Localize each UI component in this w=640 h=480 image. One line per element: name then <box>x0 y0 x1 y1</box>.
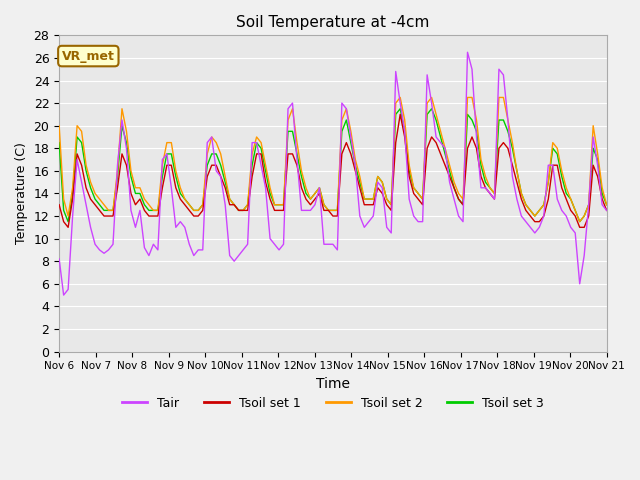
Title: Soil Temperature at -4cm: Soil Temperature at -4cm <box>236 15 429 30</box>
Text: VR_met: VR_met <box>62 49 115 62</box>
Y-axis label: Temperature (C): Temperature (C) <box>15 143 28 244</box>
Legend: Tair, Tsoil set 1, Tsoil set 2, Tsoil set 3: Tair, Tsoil set 1, Tsoil set 2, Tsoil se… <box>116 392 549 415</box>
X-axis label: Time: Time <box>316 377 350 391</box>
